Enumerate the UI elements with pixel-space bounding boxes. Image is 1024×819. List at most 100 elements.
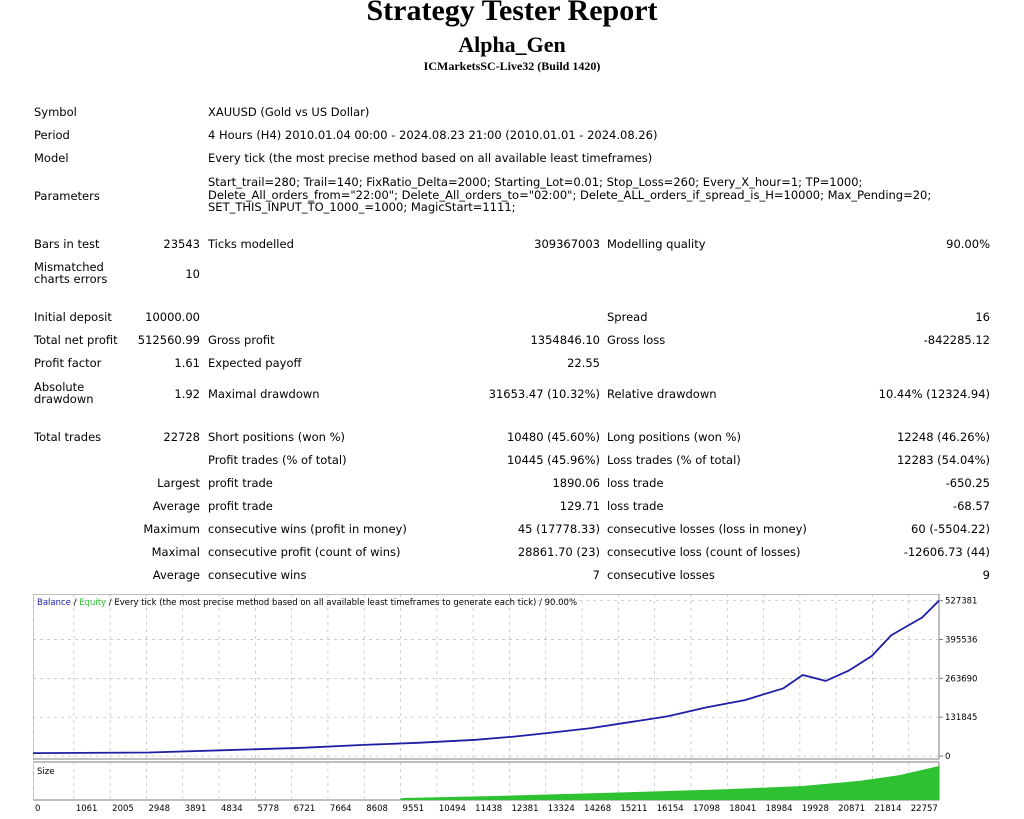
grossprofit-label: Gross profit: [208, 333, 275, 347]
maxdd-value: 31653.47 (10.32%): [488, 387, 600, 401]
mismatch-label-line: Mismatched: [34, 260, 104, 274]
size-area: [33, 766, 939, 800]
trades-label: Total trades: [34, 430, 102, 444]
period-value: 4 Hours (H4) 2010.01.04 00:00 - 2024.08.…: [208, 128, 658, 142]
ticks-label: Ticks modelled: [208, 237, 294, 251]
x-tick-label: 15211: [620, 804, 647, 814]
grossloss-label: Gross loss: [607, 333, 666, 347]
mismatch-label-line: charts errors: [34, 272, 108, 286]
x-tick-label: 20871: [838, 804, 865, 814]
average-loss-value: -68.57: [952, 499, 990, 513]
x-tick-label: 16154: [657, 804, 684, 814]
model-value: Every tick (the most precise method base…: [208, 151, 653, 165]
largest-label: Largest: [157, 476, 200, 490]
quality-value: 90.00%: [946, 237, 990, 251]
spread-value: 16: [975, 310, 990, 324]
chart-legend: Balance / Equity / Every tick (the most …: [37, 598, 577, 608]
deposit-label: Initial deposit: [34, 310, 112, 324]
pf-value: 1.61: [174, 356, 200, 370]
x-tick-label: 12381: [511, 804, 538, 814]
avgwins-value: 7: [592, 568, 600, 582]
main-plot-frame: [33, 594, 940, 760]
x-tick-label: 2948: [148, 804, 170, 814]
size-label: Size: [37, 767, 54, 777]
parameters-line: Delete_All_orders_from="22:00"; Delete_A…: [208, 187, 932, 202]
largest-profit-value: 1890.06: [552, 476, 600, 490]
x-tick-label: 5778: [257, 804, 279, 814]
pf-label: Profit factor: [34, 356, 102, 370]
average-profit-label: profit trade: [208, 499, 273, 513]
quality-label: Modelling quality: [607, 237, 706, 251]
deposit-value: 10000.00: [145, 310, 200, 324]
ptrades-label: Profit trades (% of total): [208, 453, 347, 467]
y-tick-label: 395536: [945, 636, 977, 646]
maxdd-label: Maximal drawdown: [208, 387, 320, 401]
bars-label: Bars in test: [34, 237, 100, 251]
avglosses-value: 9: [982, 568, 990, 582]
parameters-label: Parameters: [34, 189, 100, 203]
maxwins-label: consecutive wins (profit in money): [208, 522, 407, 536]
x-tick-label: 0: [35, 804, 40, 814]
avglosses-label: consecutive losses: [607, 568, 715, 582]
absdd-label: Absolute drawdown: [34, 381, 94, 405]
maxlosses-label: consecutive losses (loss in money): [607, 522, 807, 536]
long-label: Long positions (won %): [607, 430, 741, 444]
maxcloss-label: consecutive loss (count of losses): [607, 545, 801, 559]
x-tick-label: 8608: [366, 804, 388, 814]
maximal-label: Maximal: [151, 545, 200, 559]
x-tick-label: 11438: [475, 804, 502, 814]
bars-value: 23543: [163, 237, 200, 251]
balance-chart: Balance / Equity / Every tick (the most …: [33, 594, 977, 814]
y-tick-label: 0: [945, 752, 950, 762]
payoff-value: 22.55: [567, 356, 600, 370]
x-tick-label: 18041: [729, 804, 756, 814]
parameters-line: Start_trail=280; Trail=140; FixRatio_Del…: [208, 175, 863, 189]
ticks-value: 309367003: [534, 237, 600, 251]
average-loss-label: loss trade: [607, 499, 664, 513]
reldd-value: 10.44% (12324.94): [878, 387, 990, 401]
largest-loss-value: -650.25: [945, 476, 990, 490]
x-tick-label: 1061: [76, 804, 98, 814]
short-value: 10480 (45.60%): [506, 430, 600, 444]
ltrades-value: 12283 (54.04%): [896, 453, 990, 467]
average-label: Average: [152, 499, 200, 513]
maxwins-value: 45 (17778.33): [517, 522, 600, 536]
legend-balance: Balance: [37, 598, 71, 608]
payoff-label: Expected payoff: [208, 356, 302, 370]
x-tick-label: 6721: [294, 804, 316, 814]
largest-profit-label: profit trade: [208, 476, 273, 490]
legend-rest: / Every tick (the most precise method ba…: [106, 598, 577, 608]
netprofit-value: 512560.99: [137, 333, 200, 347]
maxcprofit-label: consecutive profit (count of wins): [208, 545, 401, 559]
x-tick-label: 21814: [874, 804, 901, 814]
maxcprofit-value: 28861.70 (23): [517, 545, 600, 559]
parameters-line: SET_THIS_INPUT_TO_1000_=1000; MagicStart…: [208, 200, 516, 214]
short-label: Short positions (won %): [208, 430, 346, 444]
absdd-label-line: Absolute: [34, 380, 85, 394]
maximum-label: Maximum: [143, 522, 200, 536]
report-title: Strategy Tester Report: [366, 0, 658, 27]
mismatch-value: 10: [185, 267, 200, 281]
spread-label: Spread: [607, 310, 648, 324]
model-label: Model: [34, 151, 69, 165]
symbol-label: Symbol: [34, 105, 77, 119]
grossprofit-value: 1354846.10: [530, 333, 600, 347]
x-tick-label: 10494: [439, 804, 466, 814]
largest-loss-label: loss trade: [607, 476, 664, 490]
balance-line: [33, 600, 940, 754]
maxlosses-value: 60 (-5504.22): [911, 522, 990, 536]
trades-value: 22728: [163, 430, 200, 444]
absdd-label-line: drawdown: [34, 392, 94, 406]
legend-equity: Equity: [79, 598, 106, 608]
y-tick-label: 263690: [945, 674, 977, 684]
mismatch-label: Mismatched charts errors: [34, 261, 107, 285]
x-tick-label: 9551: [403, 804, 425, 814]
x-tick-label: 13324: [548, 804, 575, 814]
expert-name: Alpha_Gen: [458, 32, 566, 57]
ltrades-label: Loss trades (% of total): [607, 453, 741, 467]
period-label: Period: [34, 128, 70, 142]
reldd-label: Relative drawdown: [607, 387, 717, 401]
y-tick-label: 131845: [945, 713, 977, 723]
avgwins-label: consecutive wins: [208, 568, 307, 582]
x-tick-label: 17098: [693, 804, 720, 814]
